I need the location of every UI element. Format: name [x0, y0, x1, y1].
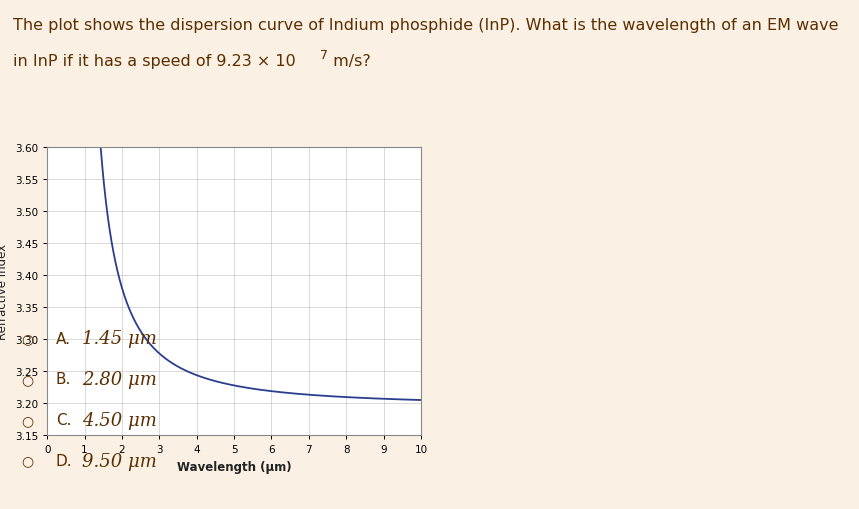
- Y-axis label: Refractive index: Refractive index: [0, 243, 9, 340]
- Text: ○: ○: [21, 413, 34, 427]
- Text: C.: C.: [56, 412, 71, 428]
- X-axis label: Wavelength (μm): Wavelength (μm): [177, 460, 291, 473]
- Text: D.: D.: [56, 453, 72, 468]
- Text: 2.80 μm: 2.80 μm: [82, 370, 156, 388]
- Text: 7: 7: [320, 49, 327, 62]
- Text: ○: ○: [21, 454, 34, 468]
- Text: B.: B.: [56, 372, 71, 387]
- Text: ○: ○: [21, 331, 34, 346]
- Text: A.: A.: [56, 331, 70, 346]
- Text: ○: ○: [21, 372, 34, 386]
- Text: 1.45 μm: 1.45 μm: [82, 329, 156, 348]
- Text: The plot shows the dispersion curve of Indium phosphide (InP). What is the wavel: The plot shows the dispersion curve of I…: [13, 18, 838, 33]
- Text: in InP if it has a speed of 9.23 × 10: in InP if it has a speed of 9.23 × 10: [13, 53, 295, 68]
- Text: 9.50 μm: 9.50 μm: [82, 451, 156, 470]
- Text: 4.50 μm: 4.50 μm: [82, 411, 156, 429]
- Text: m/s?: m/s?: [328, 53, 371, 68]
